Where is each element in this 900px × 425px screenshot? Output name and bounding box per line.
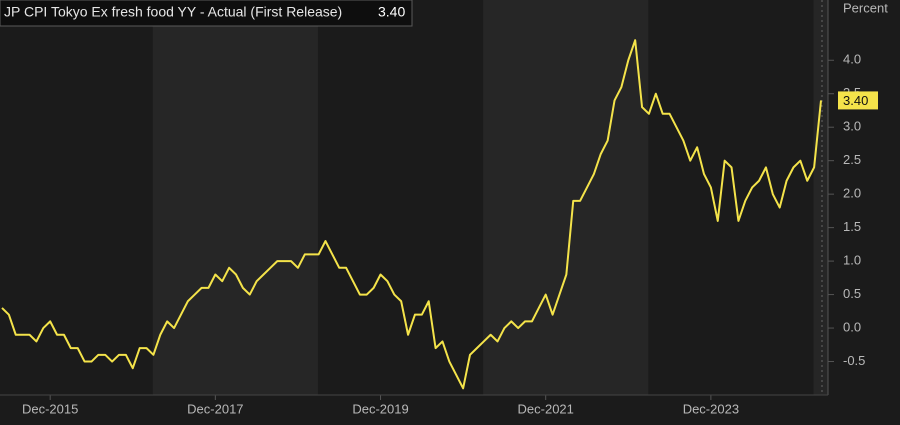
band xyxy=(483,0,649,395)
band xyxy=(152,0,318,395)
bands xyxy=(152,0,828,395)
y-tick-label: -0.5 xyxy=(843,353,865,368)
y-tick-label: 0.5 xyxy=(843,286,861,301)
y-tick-label: 3.0 xyxy=(843,119,861,134)
x-tick-label: Dec-2015 xyxy=(22,401,78,416)
last-value-tag xyxy=(838,91,878,110)
last-value-label: 3.40 xyxy=(843,93,868,108)
x-tick-label: Dec-2021 xyxy=(518,401,574,416)
y-tick-label: 2.5 xyxy=(843,152,861,167)
y-tick-label: 1.0 xyxy=(843,253,861,268)
y-axis-label: Percent xyxy=(843,0,888,15)
line xyxy=(1,39,822,390)
x-tick-label: Dec-2019 xyxy=(352,401,408,416)
y-tick-label: 0.0 xyxy=(843,319,861,334)
title-box xyxy=(0,0,413,27)
chart-title: JP CPI Tokyo Ex fresh food YY - Actual (… xyxy=(4,4,342,20)
y-tick-label: 2.0 xyxy=(843,186,861,201)
band xyxy=(813,0,828,395)
y-tick-label: 4.0 xyxy=(843,52,861,67)
x-tick-label: Dec-2023 xyxy=(683,401,739,416)
title-value: 3.40 xyxy=(378,4,405,20)
x-tick-label: Dec-2017 xyxy=(187,401,243,416)
y-tick-label: 1.5 xyxy=(843,219,861,234)
